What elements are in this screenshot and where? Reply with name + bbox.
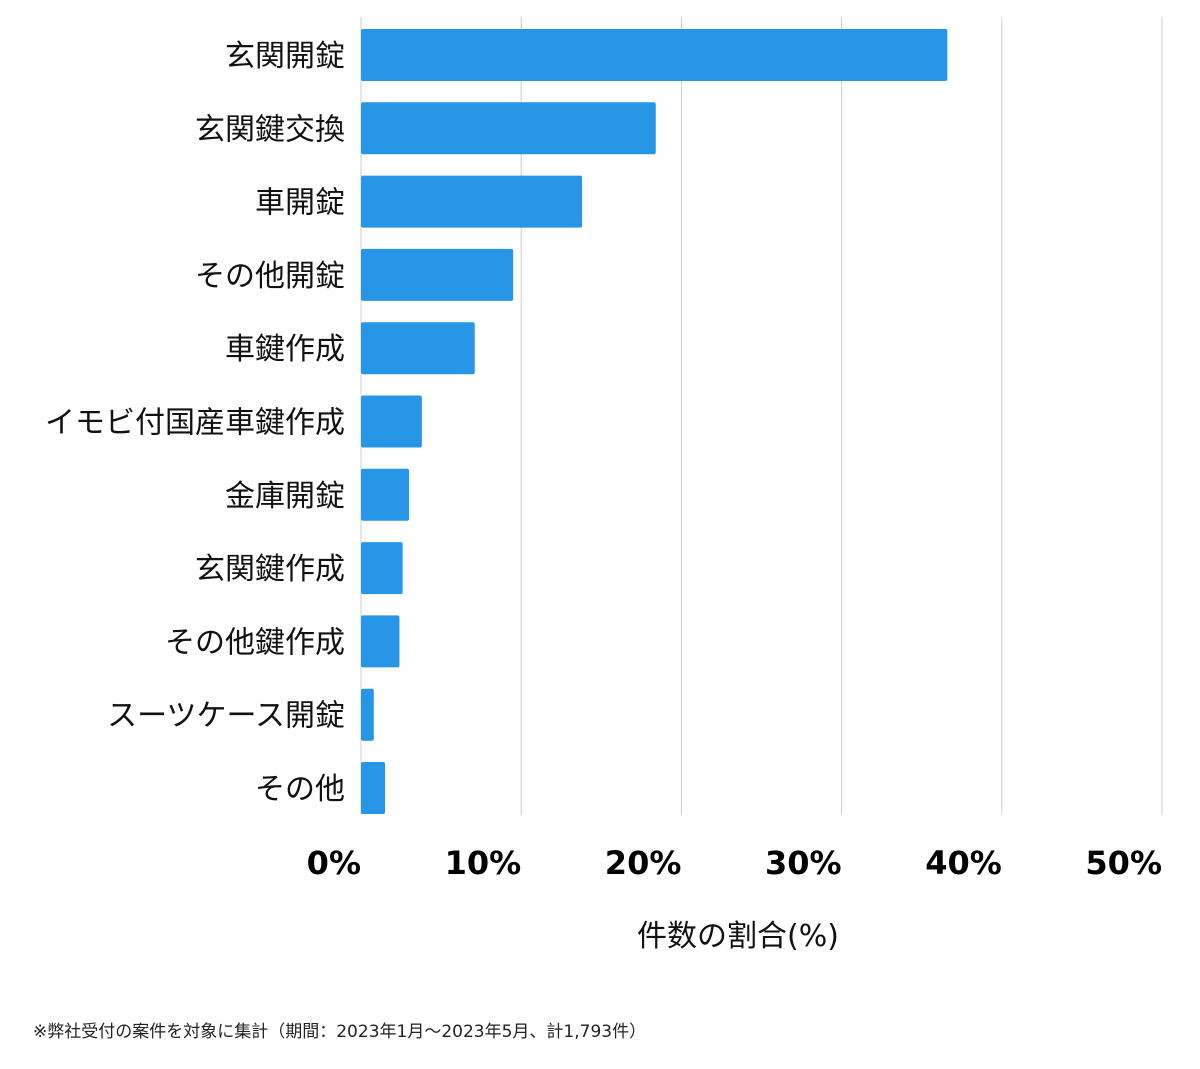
bar bbox=[361, 102, 656, 155]
x-axis-title: 件数の割合(%) bbox=[637, 919, 839, 954]
bar bbox=[361, 322, 475, 375]
x-tick-label: 30% bbox=[765, 844, 842, 882]
x-tick-label: 20% bbox=[605, 844, 682, 882]
x-tick-label: 50% bbox=[1085, 844, 1162, 882]
x-tick-label: 0% bbox=[307, 844, 361, 882]
category-label: 金庫開錠 bbox=[225, 479, 345, 514]
category-label: 玄関鍵交換 bbox=[195, 112, 345, 147]
x-tick-label: 10% bbox=[445, 844, 522, 882]
footnote: ※弊社受付の案件を対象に集計（期間：2023年1月〜2023年5月、計1,793… bbox=[33, 1022, 647, 1042]
category-label: 車開錠 bbox=[255, 186, 345, 221]
category-label: その他鍵作成 bbox=[165, 625, 345, 660]
category-labels: 玄関開錠玄関鍵交換車開錠その他開錠車鍵作成イモビ付国産車鍵作成金庫開錠玄関鍵作成… bbox=[45, 39, 345, 807]
category-label: 玄関開錠 bbox=[225, 39, 345, 74]
x-tick-label: 40% bbox=[925, 844, 1002, 882]
bar bbox=[361, 688, 374, 741]
bar bbox=[361, 615, 400, 668]
bars bbox=[361, 29, 948, 814]
bar bbox=[361, 175, 583, 228]
category-label: 玄関鍵作成 bbox=[195, 552, 345, 587]
bar bbox=[361, 29, 948, 81]
category-label: その他開錠 bbox=[195, 259, 345, 294]
category-label: その他 bbox=[255, 772, 345, 807]
bar bbox=[361, 762, 386, 814]
bar-chart: 玄関開錠玄関鍵交換車開錠その他開錠車鍵作成イモビ付国産車鍵作成金庫開錠玄関鍵作成… bbox=[45, 17, 1163, 954]
bar bbox=[361, 395, 422, 448]
bar bbox=[361, 542, 403, 595]
bar bbox=[361, 248, 514, 301]
category-label: 車鍵作成 bbox=[225, 332, 345, 367]
category-label: イモビ付国産車鍵作成 bbox=[45, 406, 345, 441]
category-label: スーツケース開錠 bbox=[107, 699, 345, 734]
x-tick-labels: 0% 10% 20% 30% 40% 50% bbox=[307, 844, 1162, 882]
bar bbox=[361, 468, 410, 521]
